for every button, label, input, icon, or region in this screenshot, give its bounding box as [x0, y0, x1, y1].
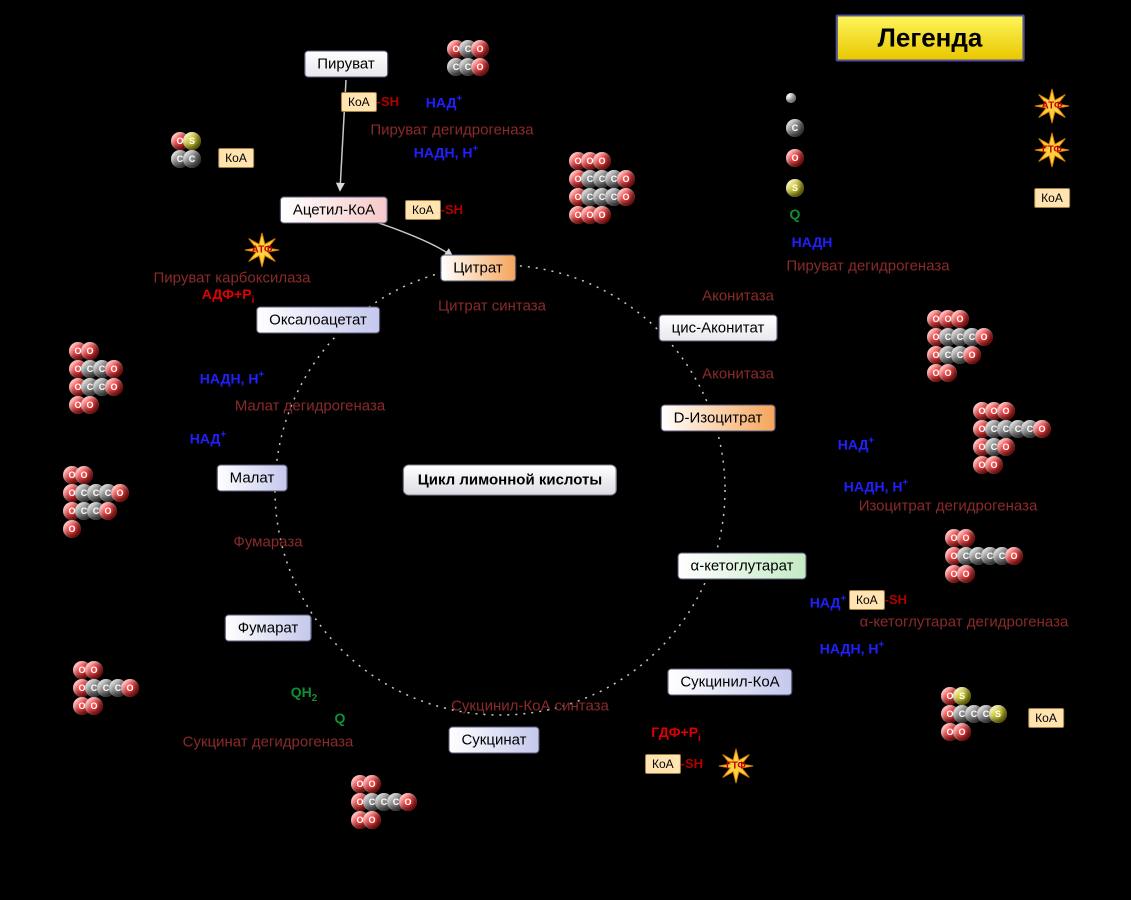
- metabolite-malate: Малат: [217, 465, 288, 492]
- molecule-icon: OOOOCCCOOCCOOO: [930, 310, 990, 382]
- enzyme-label: α-кетоглутарат дегидрогеназа: [860, 614, 1069, 631]
- molecule-icon: OOOOCCCOOCCCOOOO: [572, 152, 632, 224]
- cofactor-label: НАДН, H+: [200, 370, 264, 387]
- metabolite-oxaloacetate: Оксалоацетат: [256, 307, 380, 334]
- metabolite-fumarate: Фумарат: [225, 615, 312, 642]
- metabolite-succinate: Сукцинат: [448, 727, 539, 754]
- metabolite-acetylcoa: Ацетил-КоА: [280, 197, 388, 224]
- molecule-icon: OOOOCCCCOOCOOO: [976, 402, 1048, 474]
- legend-atom-h: [786, 93, 796, 103]
- starburst-icon: АТФ: [1033, 87, 1071, 125]
- enzyme-label: Фумараза: [233, 534, 302, 551]
- cofactor-label: НАДН, H+: [414, 144, 478, 161]
- enzyme-label: Пируват дегидрогеназа: [370, 122, 533, 139]
- molecule-icon: OCOCCO: [450, 40, 486, 76]
- enzyme-label: Аконитаза: [702, 288, 774, 305]
- metabolite-succinylcoa: Сукцинил-КоА: [667, 669, 792, 696]
- koa-tag: КоА: [1028, 708, 1064, 728]
- cofactor-label: НАДН, H+: [844, 478, 908, 495]
- koa-tag: КоА-SH: [341, 92, 399, 112]
- center-title: Цикл лимонной кислоты: [403, 465, 617, 496]
- koa-tag: КоА-SH: [405, 200, 463, 220]
- legend-enzyme-sample: Пируват дегидрогеназа: [786, 258, 949, 275]
- metabolite-disocitrate: D-Изоцитрат: [661, 405, 776, 432]
- molecule-icon: OSCC: [174, 132, 198, 168]
- cycle-arc: [0, 0, 1131, 900]
- legend-text: НАДН: [792, 234, 833, 250]
- cofactor-label: НАД+: [190, 430, 226, 447]
- enzyme-label: Аконитаза: [702, 366, 774, 383]
- molecule-icon: OOOCCCCOOO: [948, 529, 1020, 583]
- legend-text: Q: [790, 206, 801, 222]
- legend-atom-o: O: [786, 149, 804, 167]
- starburst-icon: АТФ: [243, 231, 281, 269]
- enzyme-label: Изоцитрат дегидрогеназа: [859, 498, 1038, 515]
- molecule-icon: OOOCCOOCCOOO: [72, 342, 120, 414]
- diagram-stage: Легенда Цикл лимонной кислоты Пируват Аце…: [0, 0, 1131, 900]
- legend-atom-s: S: [786, 179, 804, 197]
- molecule-icon: OOOCCCOOO: [76, 661, 136, 715]
- enzyme-label: Цитрат синтаза: [438, 298, 546, 315]
- legend-koa: КоА: [1034, 188, 1070, 208]
- molecule-icon: OOOCCCOOO: [354, 775, 414, 829]
- molecule-icon: OOOCCCOOCCOO: [66, 466, 126, 538]
- koa-tag: КоА-SH: [645, 754, 703, 774]
- metabolite-aketoglut: α-кетоглутарат: [678, 553, 807, 580]
- metabolite-citrate: Цитрат: [440, 255, 516, 282]
- cofactor-label: Q: [335, 710, 346, 726]
- koa-tag: КоА: [218, 148, 254, 168]
- starburst-icon: ГТФ: [717, 747, 755, 785]
- metabolite-cisaconitate: цис-Аконитат: [659, 315, 778, 342]
- legend-atom-c: C: [786, 119, 804, 137]
- enzyme-label: Малат дегидрогеназа: [235, 398, 385, 415]
- cofactor-label: ГДФ+Pi: [651, 724, 701, 744]
- enzyme-label: Сукцинил-КоА синтаза: [451, 698, 609, 715]
- cofactor-label: НАД+: [838, 436, 874, 453]
- metabolite-pyruvate: Пируват: [304, 51, 388, 78]
- cofactor-label: QH2: [291, 684, 317, 704]
- legend-title: Легенда: [836, 15, 1025, 62]
- cofactor-label: НАДН, H+: [820, 640, 884, 657]
- molecule-icon: OSOCCCSOO: [944, 687, 1004, 741]
- cofactor-label: НАД+: [810, 594, 846, 611]
- enzyme-label: Пируват карбоксилаза: [154, 270, 311, 287]
- cofactor-label: АДФ+Pi: [202, 286, 255, 306]
- cofactor-label: НАД+: [426, 94, 462, 111]
- starburst-icon: ГТФ: [1033, 131, 1071, 169]
- enzyme-label: Сукцинат дегидрогеназа: [183, 734, 354, 751]
- koa-tag: КоА-SH: [849, 590, 907, 610]
